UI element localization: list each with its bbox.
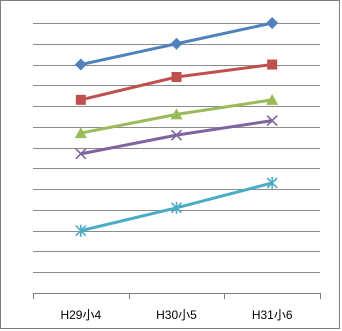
series-5	[75, 176, 278, 237]
data-point	[266, 115, 278, 127]
data-point	[74, 127, 87, 139]
data-point	[74, 58, 87, 71]
series-line	[80, 63, 273, 102]
data-point	[170, 37, 183, 50]
series-4	[75, 115, 278, 160]
data-point	[75, 224, 87, 237]
x-axis	[33, 293, 321, 299]
data-point	[171, 72, 182, 82]
data-point	[170, 201, 183, 214]
gridlines	[33, 23, 320, 273]
data-point	[266, 17, 279, 29]
data-point	[170, 108, 183, 120]
series-2	[75, 59, 278, 105]
data-point	[266, 176, 278, 189]
series-group	[74, 17, 279, 237]
x-tick-label: H29小4	[60, 308, 101, 322]
data-point	[266, 93, 279, 105]
series-1	[74, 17, 279, 71]
data-point	[75, 148, 87, 160]
data-point	[267, 59, 278, 70]
data-point	[75, 94, 86, 105]
x-tick-label: H30小5	[156, 308, 197, 322]
series-3	[74, 93, 279, 139]
data-point	[170, 129, 183, 141]
x-tick-label: H31小6	[252, 308, 293, 322]
x-tick-labels: H29小4 H30小5 H31小6	[60, 308, 292, 322]
